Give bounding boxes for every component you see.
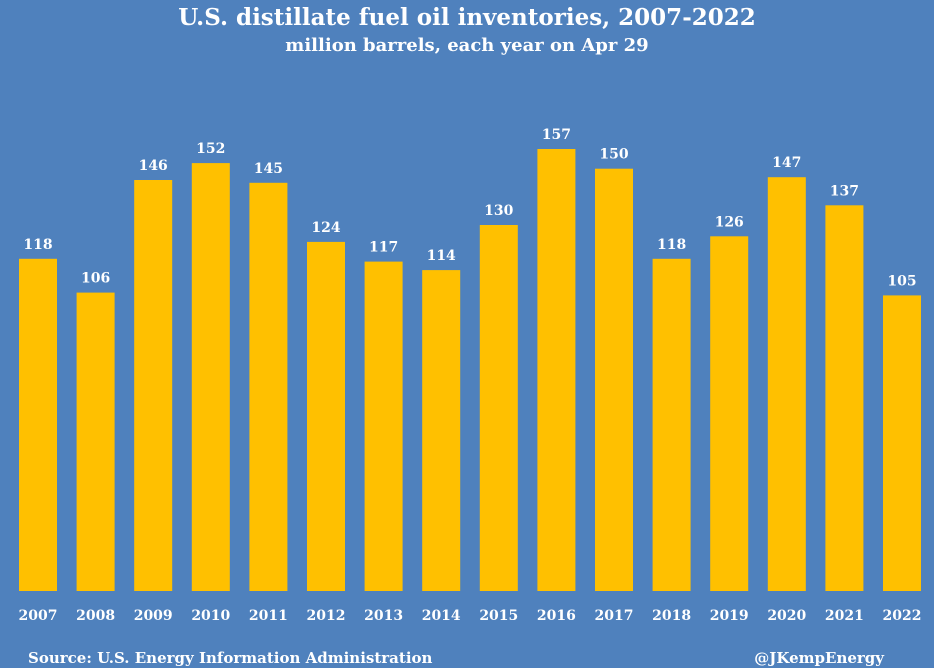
data-label-group: 118 106 146 152 145 124 117 114 130 157 150 118 126 1…: [23, 127, 916, 289]
data-label-2011: 145: [254, 161, 283, 177]
bar-2019: [710, 236, 749, 592]
bar-2010: [191, 163, 230, 591]
category-label-2021: 2021: [825, 608, 864, 624]
chart-title: U.S. distillate fuel oil inventories, 20…: [178, 4, 756, 31]
category-label-2017: 2017: [595, 608, 634, 624]
category-label-2020: 2020: [767, 608, 806, 624]
data-label-2016: 157: [542, 127, 571, 143]
bar-2007: [19, 258, 57, 591]
category-label-2014: 2014: [422, 608, 461, 624]
category-label-2015: 2015: [479, 608, 518, 624]
data-label-2017: 150: [599, 147, 628, 163]
data-label-2019: 126: [715, 214, 744, 230]
bar-2022: [883, 295, 921, 591]
bar-2015: [479, 225, 518, 591]
category-label-2019: 2019: [710, 608, 749, 624]
data-label-2014: 114: [427, 248, 456, 264]
source-note: Source: U.S. Energy Information Administ…: [28, 649, 433, 667]
bar-2016: [537, 149, 576, 591]
data-label-2015: 130: [484, 203, 513, 219]
bar-2020: [767, 177, 806, 591]
bar-2017: [595, 168, 633, 591]
bar-2013: [364, 261, 403, 591]
data-label-2012: 124: [311, 220, 340, 236]
category-label-2007: 2007: [19, 608, 58, 624]
bar-2018: [652, 258, 691, 591]
data-label-2022: 105: [887, 273, 916, 289]
chart-subtitle: million barrels, each year on Apr 29: [285, 35, 649, 56]
data-label-2007: 118: [23, 237, 52, 253]
bar-2008: [76, 292, 115, 591]
category-label-2008: 2008: [76, 608, 115, 624]
category-label-2009: 2009: [134, 608, 173, 624]
data-label-2009: 146: [139, 158, 168, 174]
bar-2009: [134, 180, 173, 591]
category-label-2018: 2018: [652, 608, 691, 624]
category-label-2012: 2012: [307, 608, 346, 624]
category-label-2022: 2022: [883, 608, 922, 624]
bar-group: [19, 149, 921, 592]
category-label-2010: 2010: [191, 608, 230, 624]
data-label-2010: 152: [196, 141, 225, 157]
bar-2021: [825, 205, 864, 592]
category-label-group: 2007 2008 2009 2010 2011 2012 2013 2014 2015 2016…: [19, 608, 922, 624]
category-label-2011: 2011: [249, 608, 288, 624]
data-label-2013: 117: [369, 240, 398, 256]
author-handle: @JKempEnergy: [754, 649, 884, 667]
data-label-2020: 147: [772, 155, 801, 171]
category-label-2013: 2013: [364, 608, 403, 624]
data-label-2018: 118: [657, 237, 686, 253]
bar-2011: [249, 182, 288, 592]
category-label-2016: 2016: [537, 608, 576, 624]
data-label-2021: 137: [830, 183, 859, 199]
data-label-2008: 106: [81, 271, 110, 287]
bar-2014: [422, 270, 461, 591]
bar-2012: [307, 241, 345, 591]
